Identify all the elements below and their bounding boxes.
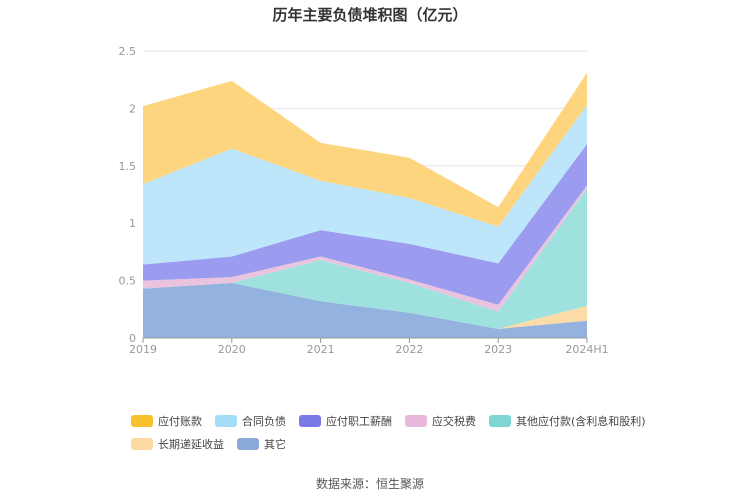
x-tick-label: 2021 bbox=[307, 343, 335, 356]
legend-item-other[interactable]: 其它 bbox=[237, 436, 286, 452]
chart-title: 历年主要负债堆积图（亿元） bbox=[272, 6, 468, 24]
legend-label: 其他应付款(含利息和股利) bbox=[516, 414, 646, 428]
x-tick-label: 2024H1 bbox=[565, 343, 608, 356]
x-tick-label: 2023 bbox=[484, 343, 512, 356]
legend-item-employee-pay[interactable]: 应付职工薪酬 bbox=[299, 413, 392, 429]
y-tick-label: 1 bbox=[129, 217, 136, 230]
y-axis-labels: 0 0.5 1 1.5 2 2.5 bbox=[119, 45, 137, 345]
legend-row-2: 长期递延收益 其它 bbox=[131, 433, 671, 454]
x-tick-label: 2020 bbox=[218, 343, 246, 356]
legend-label: 长期递延收益 bbox=[158, 437, 224, 451]
area-其它 bbox=[143, 282, 587, 338]
x-tick-label: 2022 bbox=[395, 343, 423, 356]
x-tick-label: 2019 bbox=[129, 343, 157, 356]
legend-swatch bbox=[489, 414, 511, 427]
x-axis-labels: 2019 2020 2021 2022 2023 2024H1 bbox=[129, 343, 609, 356]
y-tick-label: 1.5 bbox=[119, 160, 137, 173]
legend-swatch bbox=[131, 437, 153, 450]
legend-swatch bbox=[299, 414, 321, 427]
area-应付账款 bbox=[143, 72, 587, 227]
y-tick-label: 2 bbox=[129, 102, 136, 115]
legend-item-other-payables[interactable]: 其他应付款(含利息和股利) bbox=[489, 413, 646, 429]
legend: 应付账款 合同负债 应付职工薪酬 应交税费 其他应付款(含利息和股利) 长期递延… bbox=[131, 410, 671, 456]
legend-label: 应付职工薪酬 bbox=[326, 414, 392, 428]
legend-label: 合同负债 bbox=[242, 414, 286, 428]
area-合同负债 bbox=[143, 104, 587, 265]
legend-swatch bbox=[237, 437, 259, 450]
area-长期递延收益 bbox=[143, 282, 587, 329]
data-source: 数据来源：恒生聚源 bbox=[315, 477, 424, 491]
y-tick-label: 0 bbox=[129, 332, 136, 345]
legend-item-taxes-payable[interactable]: 应交税费 bbox=[405, 413, 476, 429]
area-应付职工薪酬 bbox=[143, 143, 587, 305]
legend-swatch bbox=[405, 414, 427, 427]
x-axis bbox=[142, 337, 588, 343]
legend-item-deferred-income[interactable]: 长期递延收益 bbox=[131, 436, 224, 452]
legend-swatch bbox=[215, 414, 237, 427]
y-tick-label: 2.5 bbox=[119, 45, 137, 58]
legend-label: 其它 bbox=[264, 437, 286, 451]
legend-label: 应付账款 bbox=[158, 414, 202, 428]
legend-row-1: 应付账款 合同负债 应付职工薪酬 应交税费 其他应付款(含利息和股利) bbox=[131, 410, 671, 431]
area-其他应付款(含利息和股利) bbox=[143, 188, 587, 329]
legend-label: 应交税费 bbox=[432, 414, 476, 428]
legend-swatch bbox=[131, 414, 153, 427]
legend-item-contract-liabilities[interactable]: 合同负债 bbox=[215, 413, 286, 429]
area-series bbox=[143, 72, 587, 338]
y-tick-label: 0.5 bbox=[119, 275, 137, 288]
legend-item-accounts-payable[interactable]: 应付账款 bbox=[131, 413, 202, 429]
